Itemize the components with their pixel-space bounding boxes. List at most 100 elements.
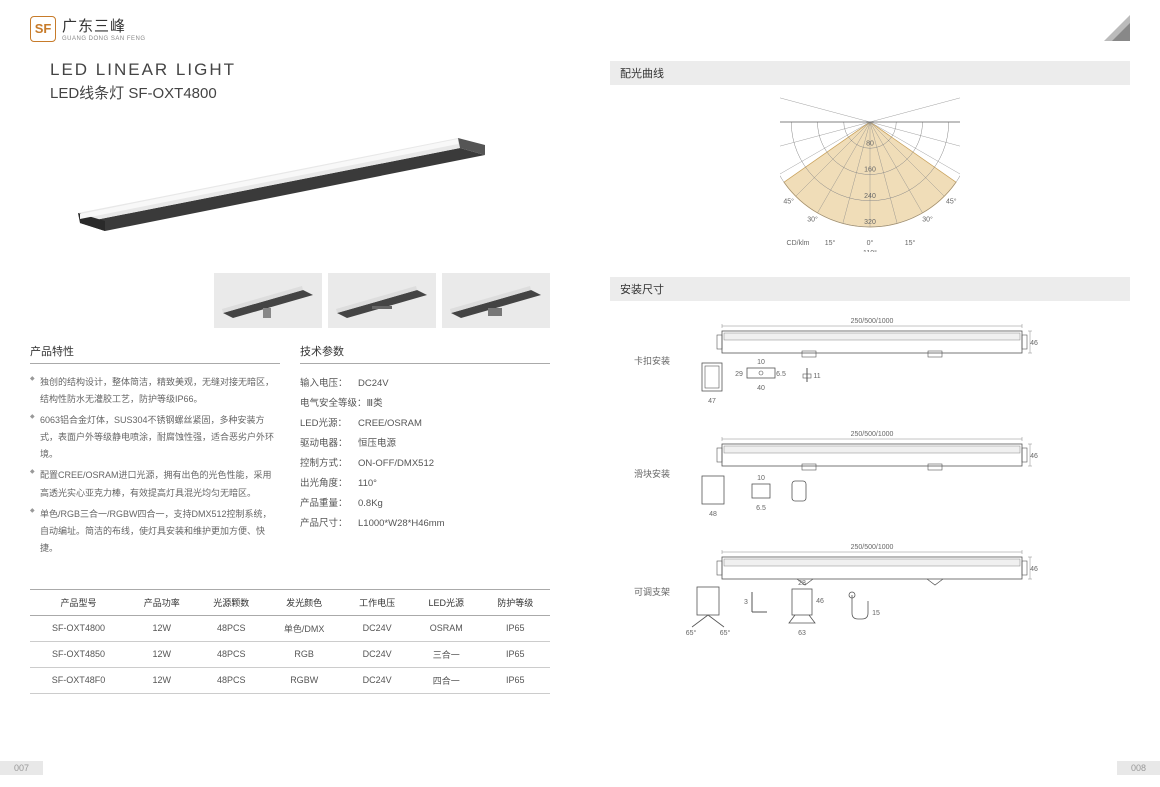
- left-page: SF 广东三峰 GUANG DONG SAN FENG LED LINEAR L…: [0, 0, 580, 787]
- svg-text:30°: 30°: [807, 216, 818, 224]
- svg-text:10: 10: [757, 359, 765, 366]
- svg-text:110°: 110°: [863, 249, 877, 252]
- table-cell: SF-OXT4800: [30, 615, 127, 641]
- page-number-right: 008: [1117, 761, 1160, 775]
- table-cell: RGB: [266, 641, 343, 667]
- table-cell: OSRAM: [412, 615, 481, 641]
- curve-header: 配光曲线: [610, 61, 1130, 85]
- svg-text:6.5: 6.5: [776, 371, 786, 378]
- table-body: SF-OXT480012W48PCS单色/DMXDC24VOSRAMIP65SF…: [30, 615, 550, 693]
- specs-col: 技术参数 输入电压：DC24V电气安全等级：Ⅲ类LED光源：CREE/OSRAM…: [300, 343, 550, 561]
- svg-text:15°: 15°: [905, 239, 916, 247]
- install-drawings: 卡扣安装 250/500/1000 46 47 29 10 6.5 40: [610, 313, 1130, 644]
- info-columns: 产品特性 独创的结构设计，整体简洁，精致美观，无缝对接无暗区，结构性防水无灌胶工…: [30, 343, 550, 561]
- table-cell: IP65: [481, 641, 550, 667]
- specs-header: 技术参数: [300, 343, 550, 364]
- table-cell: 48PCS: [196, 641, 265, 667]
- spec-row: 电气安全等级：Ⅲ类: [300, 394, 550, 414]
- right-page: 配光曲线 80160240320105°105°90°90°75°75°60°6…: [580, 0, 1160, 787]
- feature-item: 独创的结构设计，整体简洁，精致美观，无缝对接无暗区，结构性防水无灌胶工艺，防护等…: [30, 374, 280, 408]
- product-table: 产品型号产品功率光源颗数发光颜色工作电压LED光源防护等级 SF-OXT4800…: [30, 589, 550, 694]
- table-header-cell: 产品型号: [30, 589, 127, 615]
- product-hero: [30, 118, 550, 268]
- specs-list: 输入电压：DC24V电气安全等级：Ⅲ类LED光源：CREE/OSRAM驱动电器：…: [300, 374, 550, 534]
- spec-row: 输入电压：DC24V: [300, 374, 550, 394]
- svg-text:30°: 30°: [922, 216, 933, 224]
- product-thumbnails: [30, 273, 550, 328]
- table-cell: 12W: [127, 615, 196, 641]
- thumb-1: [214, 273, 322, 328]
- spec-row: 出光角度：110°: [300, 474, 550, 494]
- table-row: SF-OXT480012W48PCS单色/DMXDC24VOSRAMIP65: [30, 615, 550, 641]
- table-row: SF-OXT48F012W48PCSRGBWDC24V四合一IP65: [30, 667, 550, 693]
- svg-text:11: 11: [813, 373, 820, 380]
- table-cell: DC24V: [342, 641, 411, 667]
- table-cell: IP65: [481, 667, 550, 693]
- table-header-cell: 工作电压: [342, 589, 411, 615]
- svg-text:65°: 65°: [720, 629, 731, 637]
- feature-item: 6063铝合金灯体，SUS304不锈钢螺丝紧固，多种安装方式，表面户外等级静电喷…: [30, 412, 280, 463]
- svg-text:63: 63: [798, 630, 806, 637]
- svg-text:6.5: 6.5: [756, 505, 766, 512]
- svg-text:250/500/1000: 250/500/1000: [851, 431, 894, 438]
- table-row: SF-OXT485012W48PCSRGBDC24V三合一IP65: [30, 641, 550, 667]
- table-header-cell: 光源颗数: [196, 589, 265, 615]
- svg-text:3: 3: [744, 599, 748, 606]
- logo-en: GUANG DONG SAN FENG: [62, 36, 146, 42]
- linear-light-illustration: [60, 123, 520, 263]
- feature-item: 配置CREE/OSRAM进口光源，拥有出色的光色性能，采用高透光实心亚克力棒，有…: [30, 467, 280, 501]
- table-cell: RGBW: [266, 667, 343, 693]
- svg-text:47: 47: [708, 398, 716, 403]
- table-header-cell: 发光颜色: [266, 589, 343, 615]
- corner-icon: [1104, 15, 1130, 41]
- install-method: 卡扣安装 250/500/1000 46 47 29 10 6.5 40: [610, 313, 1130, 408]
- table-cell: 48PCS: [196, 667, 265, 693]
- svg-text:46: 46: [1030, 566, 1038, 573]
- spec-row: 控制方式：ON-OFF/DMX512: [300, 454, 550, 474]
- svg-text:65°: 65°: [686, 629, 697, 637]
- page-number-left: 007: [0, 761, 43, 775]
- spec-row: 驱动电器：恒压电源: [300, 434, 550, 454]
- install-header: 安装尺寸: [610, 277, 1130, 301]
- table-cell: 12W: [127, 641, 196, 667]
- svg-text:10: 10: [757, 475, 765, 482]
- install-method: 可调支架 250/500/1000 46 65° 65° 3: [610, 539, 1130, 644]
- thumb-3: [442, 273, 550, 328]
- install-label: 卡扣安装: [610, 354, 670, 367]
- table-header-cell: LED光源: [412, 589, 481, 615]
- table-cell: 单色/DMX: [266, 615, 343, 641]
- svg-text:46: 46: [1030, 340, 1038, 347]
- install-label: 可调支架: [610, 585, 670, 598]
- title-cn: LED线条灯 SF-OXT4800: [50, 82, 550, 103]
- svg-text:CD/klm: CD/klm: [787, 240, 810, 247]
- svg-text:15°: 15°: [825, 239, 836, 247]
- title-en: LED LINEAR LIGHT: [50, 60, 550, 80]
- feature-item: 单色/RGB三合一/RGBW四合一，支持DMX512控制系统，自动编址。简洁的布…: [30, 506, 280, 557]
- svg-text:46: 46: [816, 598, 824, 605]
- install-method: 滑块安装 250/500/1000 46 48 10 6.5: [610, 426, 1130, 521]
- title-block: LED LINEAR LIGHT LED线条灯 SF-OXT4800: [50, 60, 550, 103]
- svg-text:250/500/1000: 250/500/1000: [851, 318, 894, 325]
- spec-row: 产品尺寸：L1000*W28*H46mm: [300, 514, 550, 534]
- svg-text:15: 15: [872, 610, 880, 617]
- table-cell: IP65: [481, 615, 550, 641]
- svg-text:45°: 45°: [783, 197, 794, 205]
- table-cell: 12W: [127, 667, 196, 693]
- features-header: 产品特性: [30, 343, 280, 364]
- logo-cn: 广东三峰: [62, 15, 146, 36]
- install-drawing: 250/500/1000 46 48 10 6.5: [682, 426, 1130, 521]
- table-header-row: 产品型号产品功率光源颗数发光颜色工作电压LED光源防护等级: [30, 589, 550, 615]
- table-header-cell: 防护等级: [481, 589, 550, 615]
- table-cell: DC24V: [342, 667, 411, 693]
- spec-row: 产品重量：0.8Kg: [300, 494, 550, 514]
- thumb-2: [328, 273, 436, 328]
- svg-text:29: 29: [735, 371, 743, 378]
- features-list: 独创的结构设计，整体简洁，精致美观，无缝对接无暗区，结构性防水无灌胶工艺，防护等…: [30, 374, 280, 557]
- spec-row: LED光源：CREE/OSRAM: [300, 414, 550, 434]
- table-header-cell: 产品功率: [127, 589, 196, 615]
- svg-text:40: 40: [757, 385, 765, 392]
- table-cell: 48PCS: [196, 615, 265, 641]
- table-cell: 四合一: [412, 667, 481, 693]
- logo: SF 广东三峰 GUANG DONG SAN FENG: [30, 15, 550, 42]
- logo-mark: SF: [30, 16, 56, 42]
